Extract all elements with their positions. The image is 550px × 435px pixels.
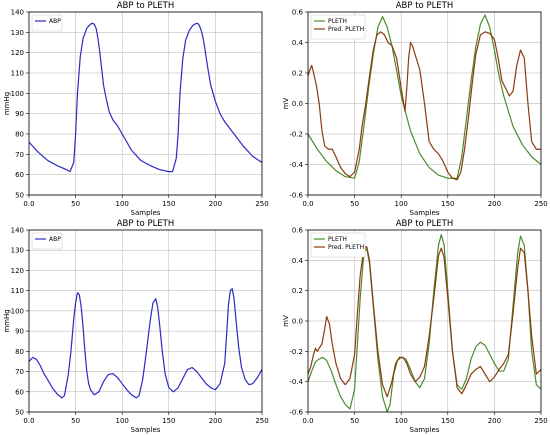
y-tick-label: -0.2 — [289, 131, 303, 139]
x-axis-label: Samples — [131, 209, 161, 217]
series-line-pred-pleth — [307, 31, 541, 181]
x-tick-label: 200 — [488, 417, 501, 425]
y-tick-label: 110 — [11, 287, 24, 295]
x-tick-label: 100 — [395, 417, 408, 425]
y-tick-label: -0.2 — [289, 348, 303, 356]
chart-panel-p2: 0.0 50 100 150 200 250 -0.6 -0.4 -0.2 0.0 0.2 0.4 0.… — [282, 1, 548, 217]
x-tick-label: 150 — [441, 200, 454, 208]
legend-box — [31, 232, 63, 250]
y-tick-label: 60 — [15, 171, 24, 179]
x-tick-label: 200 — [488, 200, 501, 208]
x-tick-label: 50 — [350, 417, 359, 425]
y-tick-label: 0.2 — [292, 287, 303, 295]
plot-frame — [28, 229, 263, 413]
plot-frame — [28, 11, 263, 196]
x-tick-label: 150 — [162, 417, 175, 425]
x-tick-label: 0.0 — [302, 417, 313, 425]
chart-title: ABP to PLETH — [117, 219, 175, 229]
legend-label: ABP — [49, 236, 61, 243]
x-tick-label: 0.0 — [23, 417, 34, 425]
legend: ABP — [31, 232, 63, 250]
legend: ABP — [31, 14, 63, 32]
y-tick-label: 0.6 — [292, 227, 304, 235]
x-tick-label: 200 — [209, 200, 222, 208]
y-tick-label: 70 — [15, 151, 24, 159]
y-tick-label: 60 — [15, 388, 24, 396]
chart-panel-p4: 0.0 50 100 150 200 250 -0.6 -0.4 -0.2 0.0 0.2 0.4 0.… — [282, 219, 548, 434]
y-tick-label: 0.0 — [292, 100, 303, 108]
y-axis-label: mmHg — [3, 92, 11, 115]
x-tick-label: 100 — [116, 417, 129, 425]
y-tick-label: -0.6 — [289, 409, 303, 417]
x-tick-label: 0.0 — [23, 200, 34, 208]
series-line-pleth — [307, 233, 542, 413]
x-tick-label: 250 — [534, 200, 547, 208]
x-tick-label: 50 — [71, 200, 80, 208]
legend-label: Pred. PLETH — [328, 26, 364, 33]
y-tick-label: 0.0 — [292, 318, 303, 326]
x-tick-label: 50 — [71, 417, 80, 425]
y-axis-label: mmHg — [3, 309, 11, 332]
legend-label: Pred. PLETH — [328, 244, 364, 251]
chart-title: ABP to PLETH — [396, 1, 454, 11]
y-tick-label: 80 — [15, 131, 24, 139]
legend-box — [31, 14, 63, 32]
x-tick-label: 250 — [534, 417, 547, 425]
y-axis-label: mV — [282, 97, 290, 109]
x-tick-label: 100 — [116, 200, 129, 208]
y-tick-label: 0.4 — [292, 39, 304, 47]
y-tick-label: 120 — [11, 267, 24, 275]
x-axis-label: Samples — [410, 209, 440, 217]
legend-label: ABP — [49, 18, 61, 25]
y-tick-label: 140 — [11, 9, 24, 17]
y-tick-label: 0.6 — [292, 9, 304, 17]
y-tick-label: -0.4 — [289, 378, 303, 386]
y-tick-label: 130 — [11, 29, 24, 37]
x-tick-label: 250 — [255, 417, 268, 425]
y-tick-label: 100 — [11, 307, 24, 315]
y-tick-label: 50 — [15, 192, 24, 200]
series-line-pred-pleth — [307, 246, 542, 398]
x-tick-label: 250 — [255, 200, 268, 208]
y-tick-label: 0.2 — [292, 70, 303, 78]
y-tick-label: 90 — [15, 328, 24, 336]
x-tick-label: 0.0 — [302, 200, 313, 208]
chart-panel-p3: 0.0 50 100 150 200 25050607080901001101201301… — [3, 219, 269, 434]
y-tick-label: 70 — [15, 368, 24, 376]
y-tick-label: 110 — [11, 70, 24, 78]
chart-panel-p1: 0.0 50 100 150 200 25050607080901001101201301… — [3, 1, 269, 217]
chart-title: ABP to PLETH — [117, 1, 175, 11]
series-line-pleth — [307, 14, 542, 179]
series-line-abp — [28, 22, 263, 173]
y-tick-label: 100 — [11, 90, 24, 98]
y-tick-label: 120 — [11, 49, 24, 57]
y-axis-label: mV — [282, 315, 290, 327]
x-axis-label: Samples — [131, 426, 161, 434]
x-tick-label: 150 — [441, 417, 454, 425]
y-tick-label: 50 — [15, 409, 24, 417]
series-line-abp — [28, 288, 263, 399]
legend-label: PLETH — [328, 18, 347, 25]
y-tick-label: 130 — [11, 247, 24, 255]
y-tick-label: 80 — [15, 348, 24, 356]
y-tick-label: 90 — [15, 110, 24, 118]
legend-label: PLETH — [328, 236, 347, 243]
x-tick-label: 50 — [350, 200, 359, 208]
y-tick-label: 140 — [11, 227, 24, 235]
chart-title: ABP to PLETH — [396, 219, 454, 229]
x-tick-label: 200 — [209, 417, 222, 425]
y-tick-label: 0.4 — [292, 257, 304, 265]
x-tick-label: 150 — [162, 200, 175, 208]
x-tick-label: 100 — [395, 200, 408, 208]
y-tick-label: -0.6 — [289, 192, 303, 200]
x-axis-label: Samples — [410, 426, 440, 434]
y-tick-label: -0.4 — [289, 161, 303, 169]
